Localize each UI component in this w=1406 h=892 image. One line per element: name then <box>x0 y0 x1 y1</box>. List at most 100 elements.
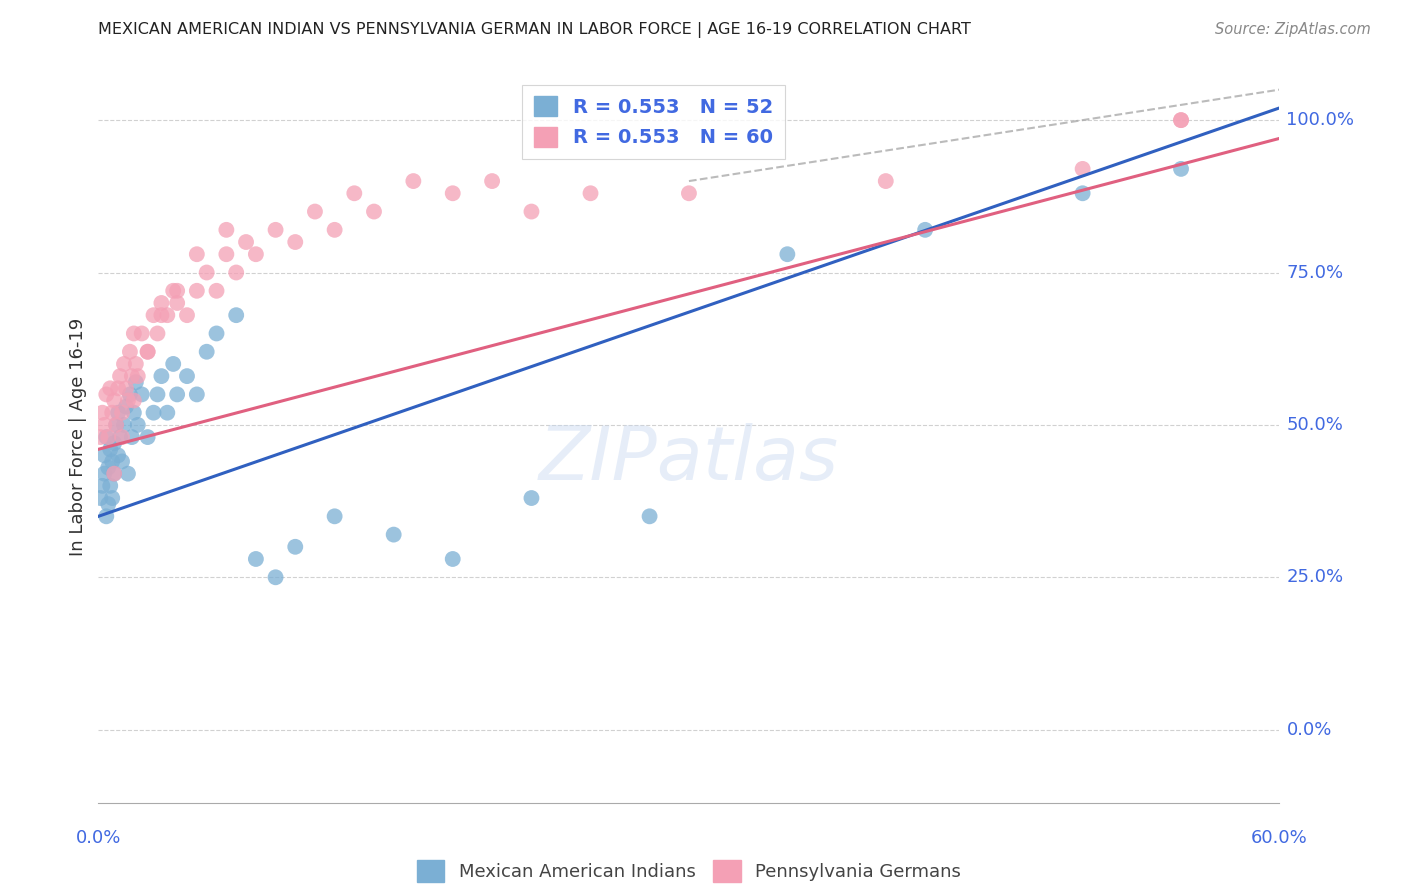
Point <box>125 376 148 390</box>
Point <box>166 387 188 401</box>
Point <box>142 406 165 420</box>
Point <box>875 174 897 188</box>
Point <box>98 442 121 457</box>
Point <box>146 387 169 401</box>
Point <box>103 436 125 450</box>
Point <box>122 393 145 408</box>
Text: 25.0%: 25.0% <box>1286 568 1344 586</box>
Point <box>402 174 425 188</box>
Point <box>1071 161 1094 176</box>
Point <box>91 406 114 420</box>
Point <box>441 552 464 566</box>
Point <box>103 467 125 481</box>
Point <box>176 369 198 384</box>
Point <box>245 552 267 566</box>
Point <box>264 570 287 584</box>
Point <box>225 266 247 280</box>
Point <box>103 467 125 481</box>
Point <box>98 479 121 493</box>
Point <box>441 186 464 201</box>
Point <box>520 204 543 219</box>
Point <box>93 467 115 481</box>
Point <box>304 204 326 219</box>
Point <box>112 357 135 371</box>
Text: Source: ZipAtlas.com: Source: ZipAtlas.com <box>1215 22 1371 37</box>
Point <box>131 326 153 341</box>
Point <box>108 369 131 384</box>
Point <box>156 406 179 420</box>
Point <box>105 417 128 432</box>
Legend: R = 0.553   N = 52, R = 0.553   N = 60: R = 0.553 N = 52, R = 0.553 N = 60 <box>522 85 785 159</box>
Point <box>284 540 307 554</box>
Point <box>579 186 602 201</box>
Point <box>112 417 135 432</box>
Point <box>186 284 208 298</box>
Text: 0.0%: 0.0% <box>76 830 121 847</box>
Point <box>101 491 124 505</box>
Point <box>115 381 138 395</box>
Point <box>93 449 115 463</box>
Point <box>111 454 134 468</box>
Point <box>142 308 165 322</box>
Point <box>136 344 159 359</box>
Point <box>121 369 143 384</box>
Point <box>91 479 114 493</box>
Point <box>166 284 188 298</box>
Point <box>776 247 799 261</box>
Point <box>162 357 184 371</box>
Point <box>103 393 125 408</box>
Point <box>115 400 138 414</box>
Point <box>97 497 120 511</box>
Point <box>1170 113 1192 128</box>
Text: 50.0%: 50.0% <box>1286 416 1343 434</box>
Point <box>150 296 173 310</box>
Point <box>122 326 145 341</box>
Point <box>186 247 208 261</box>
Point <box>186 387 208 401</box>
Point <box>1170 113 1192 128</box>
Point <box>215 247 238 261</box>
Point <box>323 223 346 237</box>
Point <box>122 406 145 420</box>
Point <box>101 454 124 468</box>
Point <box>107 406 129 420</box>
Point <box>117 393 139 408</box>
Point <box>323 509 346 524</box>
Point <box>89 430 111 444</box>
Point <box>101 406 124 420</box>
Point <box>166 296 188 310</box>
Point <box>215 223 238 237</box>
Point <box>131 387 153 401</box>
Point <box>195 344 218 359</box>
Point <box>127 369 149 384</box>
Y-axis label: In Labor Force | Age 16-19: In Labor Force | Age 16-19 <box>69 318 87 557</box>
Point <box>205 284 228 298</box>
Point <box>125 357 148 371</box>
Point <box>225 308 247 322</box>
Text: 75.0%: 75.0% <box>1286 263 1344 282</box>
Point <box>107 449 129 463</box>
Point <box>108 430 131 444</box>
Point <box>284 235 307 249</box>
Text: ZIPatlas: ZIPatlas <box>538 423 839 495</box>
Point <box>363 204 385 219</box>
Point <box>235 235 257 249</box>
Point <box>176 308 198 322</box>
Point <box>96 430 118 444</box>
Text: 0.0%: 0.0% <box>1286 721 1331 739</box>
Point <box>97 430 120 444</box>
Point <box>118 344 141 359</box>
Point <box>98 381 121 395</box>
Point <box>195 266 218 280</box>
Point <box>205 326 228 341</box>
Point <box>1170 161 1192 176</box>
Point <box>245 247 267 261</box>
Point <box>678 186 700 201</box>
Point <box>97 460 120 475</box>
Point <box>481 174 503 188</box>
Point <box>121 430 143 444</box>
Point <box>914 223 936 237</box>
Point <box>96 387 118 401</box>
Point <box>382 527 405 541</box>
Text: MEXICAN AMERICAN INDIAN VS PENNSYLVANIA GERMAN IN LABOR FORCE | AGE 16-19 CORREL: MEXICAN AMERICAN INDIAN VS PENNSYLVANIA … <box>98 22 972 38</box>
